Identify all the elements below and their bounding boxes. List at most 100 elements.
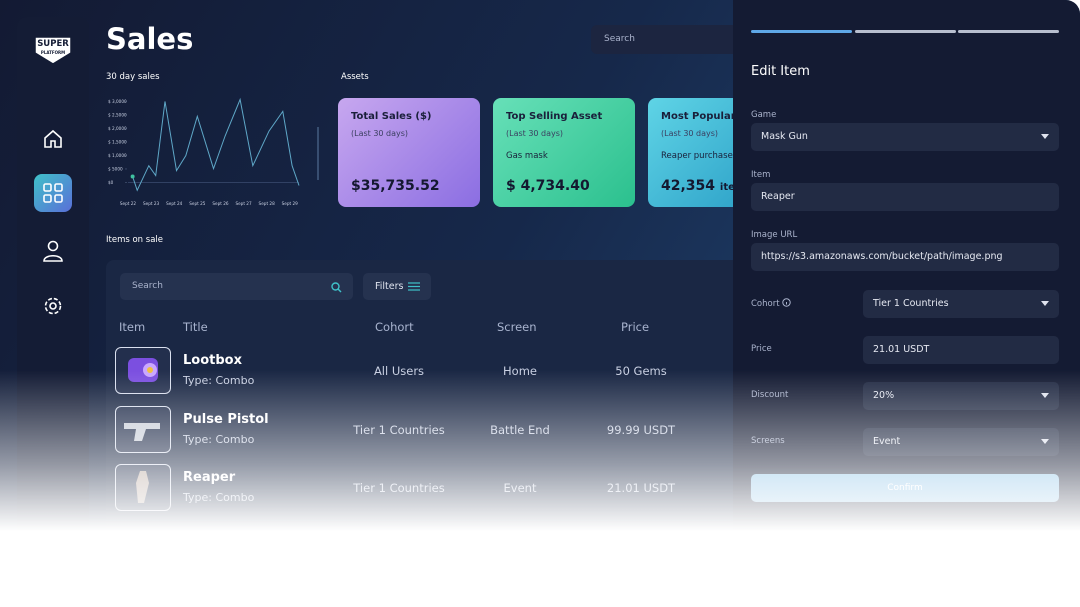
settings-icon[interactable]: [43, 296, 63, 316]
x-tick-label: Sept 26: [212, 201, 229, 206]
sidebar: SUPER PLATFORM: [17, 17, 89, 537]
card-value: 42,354 item: [661, 178, 745, 194]
search-placeholder: Search: [132, 281, 163, 291]
field-value: Mask Gun: [761, 131, 808, 142]
asset-card[interactable]: Top Selling Asset (Last 30 days) Gas mas…: [493, 98, 635, 207]
items-search[interactable]: Search: [120, 273, 353, 300]
step-indicator: [958, 30, 1059, 33]
confirm-button[interactable]: Confirm: [751, 474, 1059, 502]
filters-icon: [408, 282, 420, 291]
x-tick-label: Sept 24: [166, 201, 183, 206]
items-title: Items on sale: [106, 235, 163, 245]
card-value: $ 4,734.40: [506, 178, 590, 194]
item-thumbnail[interactable]: [115, 464, 171, 511]
filters-button[interactable]: Filters: [363, 273, 431, 300]
price-input[interactable]: 21.01 USDT: [863, 336, 1059, 364]
card-detail: Gas mask: [506, 151, 548, 161]
item-image: [136, 471, 149, 503]
y-tick-label: $ 1,5000: [108, 139, 127, 144]
home-icon[interactable]: [43, 129, 63, 149]
field-value: Reaper: [761, 191, 795, 202]
caret: [1041, 134, 1049, 139]
field-value: Tier 1 Countries: [873, 298, 949, 309]
sales-line: [132, 97, 300, 192]
edit-panel: Edit Item Game Mask Gun Item Reaper Imag…: [733, 0, 1080, 607]
card-title: Total Sales ($): [351, 111, 432, 122]
card-value: $35,735.52: [351, 178, 440, 194]
x-tick-label: Sept 29: [282, 201, 299, 206]
image-url-input[interactable]: https://s3.amazonaws.com/bucket/path/ima…: [751, 243, 1059, 271]
logo-text: SUPER: [37, 39, 69, 49]
grid-icon: [43, 183, 63, 203]
item-type: Type: Combo: [183, 374, 255, 387]
card-value-number: 42,354: [661, 178, 716, 194]
x-tick-label: Sept 28: [259, 201, 276, 206]
column-header: Screen: [497, 320, 537, 334]
field-value: 21.01 USDT: [873, 344, 930, 355]
sales-chart: $0 $ 5000 $ 1,0000 $ 1,5000 $ 2,0000 $ 2,5000…: [108, 97, 319, 206]
step-indicator: [855, 30, 956, 33]
screens-dropdown[interactable]: Event: [863, 428, 1059, 456]
field-label: Cohort: [751, 298, 791, 309]
field-label: Price: [751, 344, 772, 354]
card-subtitle: (Last 30 days): [661, 129, 719, 138]
x-tick-label: Sept 27: [235, 201, 252, 206]
discount-dropdown[interactable]: 20%: [863, 382, 1059, 410]
column-header: Cohort: [375, 320, 414, 334]
y-tick-label: $ 5000: [108, 166, 123, 171]
field-label: Image URL: [751, 230, 798, 240]
y-tick-label: $ 1,0000: [108, 153, 127, 158]
assets-title: Assets: [341, 72, 369, 82]
field-label: Screens: [751, 436, 785, 446]
panel-title: Edit Item: [751, 64, 810, 79]
asset-card[interactable]: Total Sales ($) (Last 30 days) $35,735.5…: [338, 98, 480, 207]
column-header: Item: [119, 320, 146, 334]
column-header: Price: [621, 320, 650, 334]
chart-title: 30 day sales: [106, 72, 160, 82]
user-icon[interactable]: [43, 240, 63, 262]
y-tick-label: $0: [108, 180, 114, 185]
field-value: Event: [873, 436, 901, 447]
field-value: 20%: [873, 390, 895, 401]
item-image: [124, 422, 160, 441]
card-subtitle: (Last 30 days): [351, 129, 409, 138]
item-thumbnail[interactable]: [115, 405, 171, 453]
item-thumbnail[interactable]: [115, 347, 171, 394]
field-value: https://s3.amazonaws.com/bucket/path/ima…: [761, 251, 1003, 262]
page-title: Sales: [106, 22, 194, 56]
logo-subtext: PLATFORM: [41, 50, 65, 55]
card-subtitle: (Last 30 days): [506, 129, 564, 138]
card-title: Most Popular It: [661, 111, 748, 122]
field-label-text: Cohort: [751, 299, 780, 309]
search-placeholder: Search: [604, 34, 635, 44]
y-tick-label: $ 2,5000: [108, 112, 127, 117]
cohort-dropdown[interactable]: Tier 1 Countries: [863, 290, 1059, 318]
item-type: Type: Combo: [183, 491, 255, 504]
price-cell: 50 Gems: [615, 364, 667, 378]
column-header: Title: [183, 320, 208, 334]
x-tick-label: Sept 23: [143, 201, 160, 206]
item-input[interactable]: Reaper: [751, 183, 1059, 211]
info-icon[interactable]: [782, 298, 791, 307]
start-point: [130, 174, 135, 179]
caret: [1041, 301, 1049, 306]
search-icon: [331, 282, 342, 293]
card-value-unit: item: [720, 182, 745, 193]
card-detail: Reaper purchased: [661, 151, 739, 161]
caret: [1041, 439, 1049, 444]
item-type: Type: Combo: [183, 432, 255, 446]
price-cell: 21.01 USDT: [606, 481, 676, 495]
x-tick-label: Sept 25: [189, 201, 206, 206]
filters-label: Filters: [375, 281, 404, 292]
y-tick-label: $ 3,0000: [108, 99, 127, 104]
step-indicator: [751, 30, 852, 33]
caret: [1041, 393, 1049, 398]
game-dropdown[interactable]: Mask Gun: [751, 123, 1059, 151]
button-label: Confirm: [887, 483, 923, 493]
item-title: Reaper: [183, 470, 236, 485]
x-tick-label: Sept 22: [120, 201, 137, 206]
item-image: [128, 358, 158, 382]
dashboard-button[interactable]: [34, 174, 72, 212]
